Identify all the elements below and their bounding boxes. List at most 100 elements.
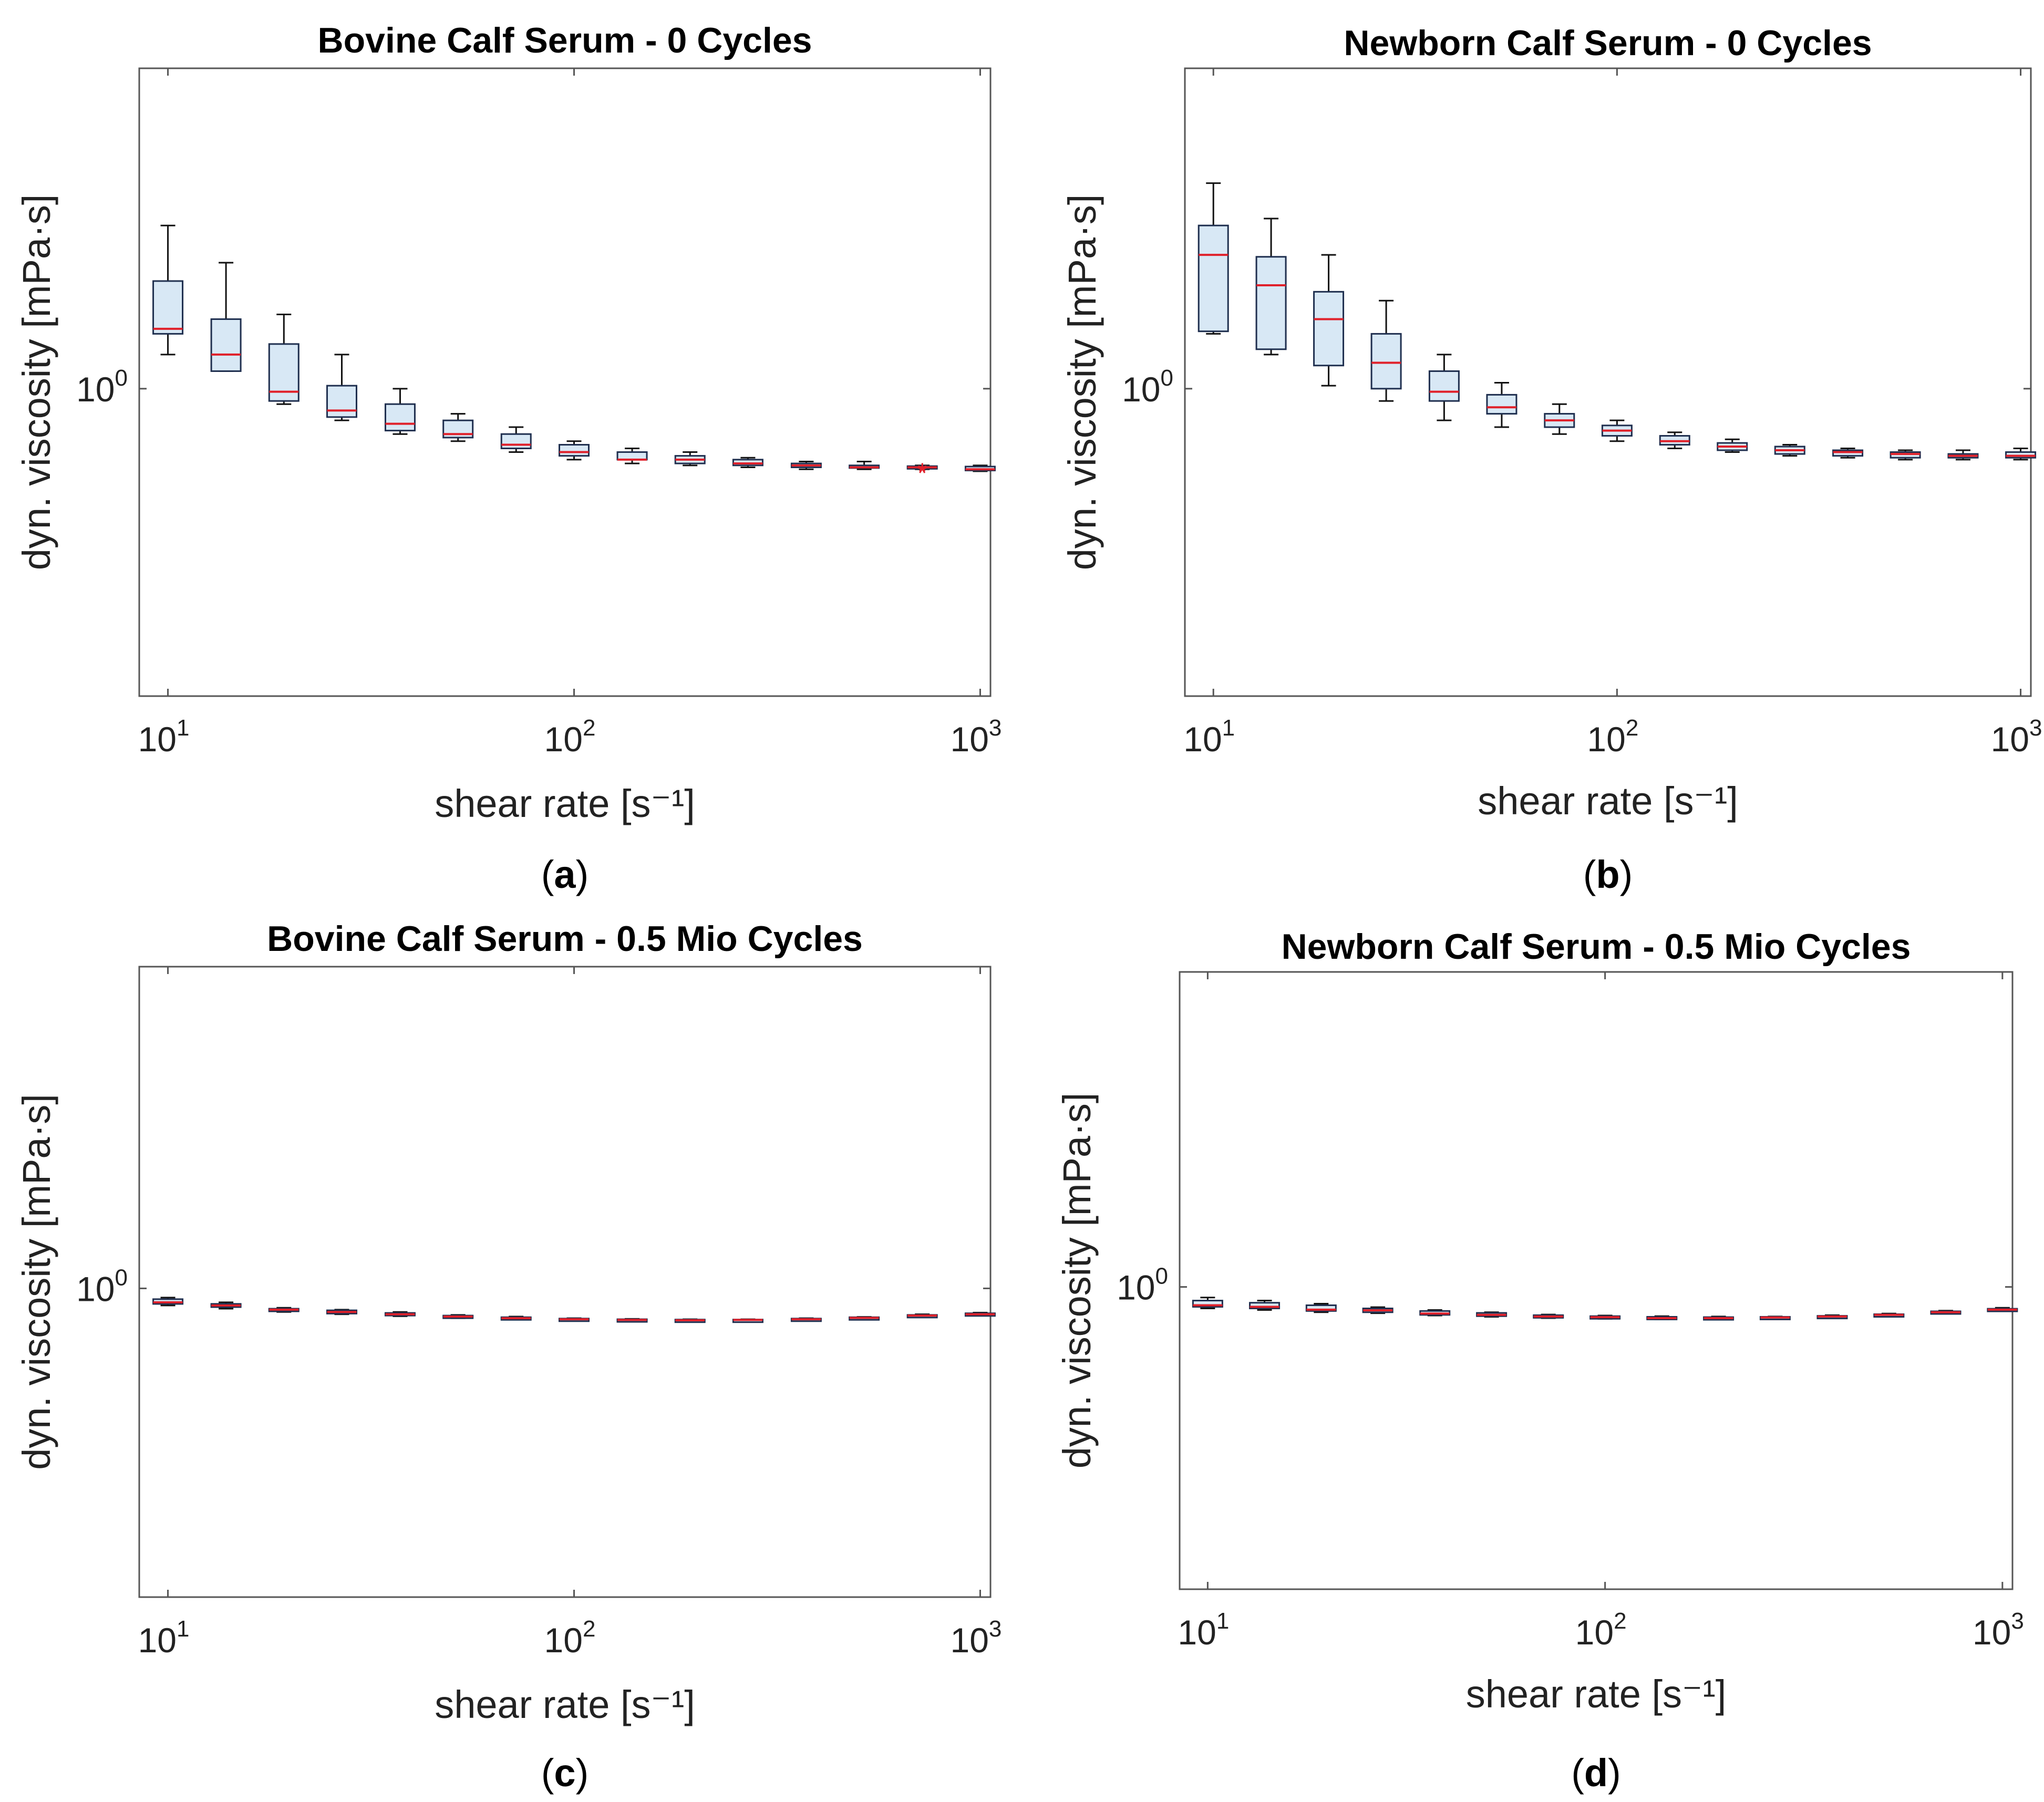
y-tick-base: 10 [1122,370,1160,409]
box-iqr [1486,393,1517,415]
y-tick-base: 10 [76,370,115,409]
box-iqr [616,451,648,461]
box-plot-item [732,457,763,469]
box-plot-item [1419,1309,1451,1317]
box-iqr [558,444,590,457]
box-iqr [152,280,184,335]
x-tick-label: 101 [1183,715,1235,759]
y-tick-label: 100 [76,365,128,409]
box-plot-item [1947,449,1979,461]
y-tick-exponent: 0 [115,365,128,391]
panel-letter: d [1584,1751,1608,1795]
box-plot-item [1255,218,1287,356]
x-tick-base: 10 [1183,720,1222,759]
box-plot-item [1589,1314,1621,1320]
box-plot-item [1305,1302,1337,1313]
x-tick-exponent: 1 [177,1616,189,1642]
box-iqr [1370,333,1402,390]
box-plot-item [442,1314,474,1319]
x-tick-base: 10 [1973,1613,2011,1652]
box-plot-item [268,313,300,405]
x-tick-label: 103 [950,715,1002,759]
x-tick-label: 101 [138,1616,190,1660]
x-tick-base: 10 [950,720,988,759]
chart-title: Newborn Calf Serum - 0 Cycles [1344,23,1872,63]
box-plot-item [384,388,416,435]
plot-area-frame [1184,67,2032,697]
box-plot-item [1774,444,1805,457]
panel-label: (b) [1583,853,1633,896]
box-iqr [1313,291,1345,367]
box-plot-item [500,1316,532,1321]
box-plot-item [1759,1316,1791,1320]
box-plot-item [268,1307,300,1313]
panel-label: (c) [541,1751,589,1795]
box-iqr [1428,370,1460,402]
x-tick-label: 101 [1178,1608,1229,1652]
box-plot-item [1659,431,1690,449]
x-tick-base: 10 [1178,1613,1216,1652]
x-tick-label: 102 [544,715,596,759]
x-tick-label: 102 [1575,1608,1627,1652]
box-plot-item [1362,1306,1393,1314]
y-tick-exponent: 0 [1161,365,1173,391]
box-plot-item [732,1318,763,1323]
box-iqr [326,385,357,418]
box-plot-item [674,1318,706,1323]
chart-title: Bovine Calf Serum - 0 Cycles [317,20,812,60]
y-axis-label: dyn. viscosity [mPa·s] [15,1094,58,1470]
panel-label: (a) [541,853,589,896]
box-plot-item [1533,1313,1564,1319]
box-plot-item [1987,1307,2018,1312]
box-plot-item [1313,254,1345,387]
box-plot-item [1873,1312,1905,1318]
plot-area-frame [1179,971,2014,1590]
x-tick-exponent: 1 [1222,715,1235,741]
y-tick-base: 10 [76,1269,115,1308]
chart-title: Bovine Calf Serum - 0.5 Mio Cycles [267,919,863,959]
box-plot-item [384,1311,416,1317]
box-plot-item [849,1316,880,1321]
box-plot-item [1601,419,1633,442]
x-tick-base: 10 [1991,720,2029,759]
box-plot-item [1703,1316,1735,1321]
box-plot-item [849,460,880,470]
box-plot-item [1717,438,1748,453]
y-tick-exponent: 0 [1155,1264,1168,1289]
x-tick-label: 103 [1991,715,2042,759]
x-tick-exponent: 1 [1216,1608,1229,1634]
box-iqr [210,318,242,372]
x-tick-label: 102 [1587,715,1638,759]
y-tick-label: 100 [1117,1264,1168,1307]
box-plot-item [1486,381,1517,428]
box-plot-item [1249,1300,1281,1311]
box-plot-item [1646,1315,1678,1320]
box-plot-item [152,1297,184,1307]
box-plot-item [1192,1297,1223,1309]
x-tick-exponent: 2 [583,715,595,741]
x-tick-exponent: 3 [989,715,1002,741]
x-axis-label: shear rate [s⁻¹] [1478,779,1738,823]
outlier-marker: * [917,460,927,487]
y-axis-label: dyn. viscosity [mPa·s] [1055,1093,1099,1469]
box-plot-item [1890,449,1921,461]
chart-title: Newborn Calf Serum - 0.5 Mio Cycles [1282,927,1911,967]
box-plot-item [1198,182,1229,335]
box-plot-item [442,413,474,442]
plot-area-frame [138,67,992,697]
x-tick-label: 103 [1973,1608,2024,1652]
y-tick-label: 100 [76,1265,128,1308]
box-iqr [1192,1300,1223,1308]
x-tick-exponent: 1 [177,715,189,741]
plot-area-frame [138,966,992,1598]
x-tick-base: 10 [138,720,177,759]
y-axis-label: dyn. viscosity [mPa·s] [1060,194,1104,571]
x-axis-label: shear rate [s⁻¹] [435,782,695,825]
x-axis-label: shear rate [s⁻¹] [1466,1672,1727,1716]
box-plot-item [1832,447,1864,459]
box-plot-item [558,440,590,461]
x-tick-base: 10 [544,1621,583,1660]
x-tick-exponent: 2 [1614,1608,1626,1634]
x-tick-exponent: 3 [2029,715,2042,741]
